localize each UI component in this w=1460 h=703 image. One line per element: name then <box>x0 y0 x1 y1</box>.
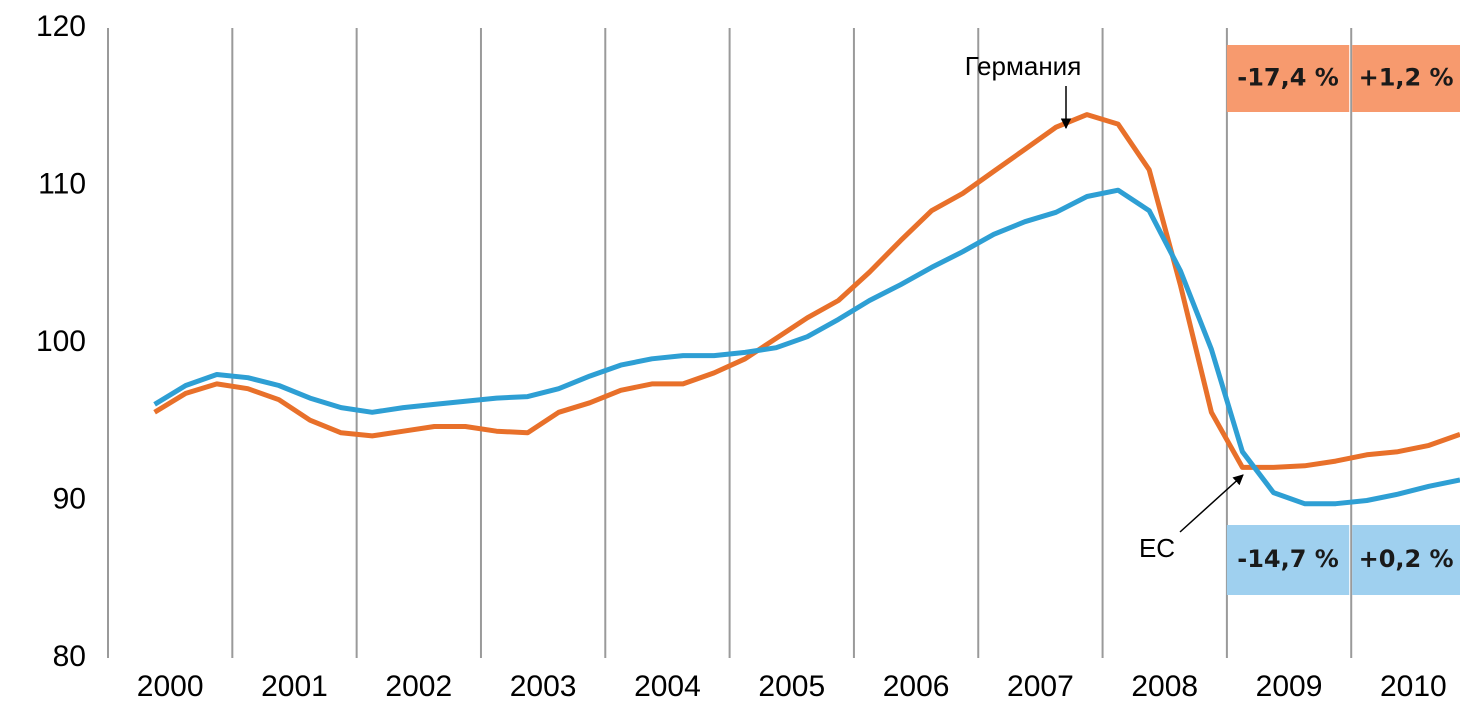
change-label: +1,2 % <box>1359 64 1454 92</box>
y-tick-label: 80 <box>53 640 86 673</box>
change-label: -17,4 % <box>1237 64 1339 92</box>
change-box <box>1352 525 1460 595</box>
x-tick-label: 2000 <box>137 670 204 703</box>
change-label: -14,7 % <box>1237 545 1339 573</box>
x-tick-label: 2008 <box>1131 670 1198 703</box>
x-tick-label: 2005 <box>758 670 825 703</box>
y-tick-label: 100 <box>36 325 86 358</box>
annotation-arrow <box>1179 474 1244 533</box>
x-tick-label: 2003 <box>510 670 577 703</box>
change-box <box>1352 45 1460 112</box>
x-tick-label: 2001 <box>261 670 328 703</box>
y-tick-label: 90 <box>53 482 86 515</box>
change-box <box>1226 45 1350 112</box>
y-tick-label: 110 <box>38 167 86 200</box>
x-tick-label: 2009 <box>1256 670 1323 703</box>
series-line <box>153 112 1460 470</box>
x-tick-label: 2010 <box>1380 670 1447 703</box>
series-annotation: ЕС <box>1139 533 1175 563</box>
x-tick-label: 2007 <box>1007 670 1074 703</box>
change-box <box>1226 525 1350 595</box>
x-tick-label: 2006 <box>883 670 950 703</box>
change-label: +0,2 % <box>1359 545 1454 573</box>
x-tick-label: 2004 <box>634 670 701 703</box>
x-tick-label: 2002 <box>385 670 452 703</box>
series-line <box>153 187 1460 507</box>
series-annotation: Германия <box>965 51 1082 81</box>
y-tick-label: 120 <box>36 10 86 43</box>
